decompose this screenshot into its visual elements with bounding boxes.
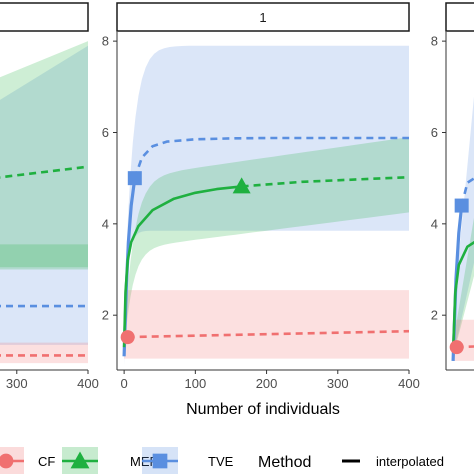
right-tve-point [454,198,469,213]
strip-label-center: 1 [259,10,266,25]
right-y-tick-label: 4 [431,216,438,231]
panel-left [0,41,88,364]
legend-label-tve: TVE [208,454,234,469]
mef-band [124,137,409,352]
cf-extrapolated-line [127,329,409,339]
cf-point [120,330,135,345]
right-cf-point [449,340,464,355]
tve-point [127,171,142,186]
right-y-tick-label: 2 [431,308,438,323]
strip-right [445,2,474,32]
mef-point [232,177,251,194]
mef-extrapolated-line [241,175,409,188]
left-tve-band [0,45,88,345]
center-y-tick-label: 8 [102,34,109,49]
right-mef-band [453,217,474,357]
right-y-tick-label: 8 [431,34,438,49]
center-y-tick-label: 2 [102,308,109,323]
left-mef-band [0,41,88,268]
strip-left [0,2,89,32]
cf-band [124,290,409,359]
legend-label-cf: CF [38,454,55,469]
center-y-tick-label: 4 [102,216,109,231]
center-x-tick-label: 100 [184,376,206,391]
right-tve-band [453,96,474,357]
left-cf-band [0,342,88,364]
right-y-tick-label: 6 [431,125,438,140]
legend-marker-cf [0,453,14,469]
tve-band [124,45,409,366]
panel-center [120,45,409,366]
center-y-tick-label: 6 [102,125,109,140]
right-mef-line [451,240,474,352]
center-x-tick-label: 0 [121,376,128,391]
x-axis-title: Number of individuals [186,401,340,418]
strip-center: 1 [116,2,410,32]
legend-method-label-solid: interpolated [376,454,444,469]
left-x-tick-label: 400 [77,376,99,391]
panel-right [449,96,474,361]
left-mef-line [0,165,88,179]
legend-marker-mef [70,451,90,469]
legend-marker-tve [152,453,168,469]
mef-interpolated-line [122,185,242,348]
legend: CF MEF TVE Method interpolated [0,447,444,474]
left-mef-band-lower [0,244,88,270]
legend-method-title: Method [258,454,311,471]
center-x-tick-label: 300 [327,376,349,391]
center-x-tick-label: 400 [398,376,420,391]
tve-extrapolated-line [133,136,409,179]
left-x-tick-label: 300 [6,376,28,391]
center-x-tick-label: 200 [256,376,278,391]
axes: 2 4 6 8 0 100 200 300 400 300 400 2 4 6 8 [0,32,474,391]
